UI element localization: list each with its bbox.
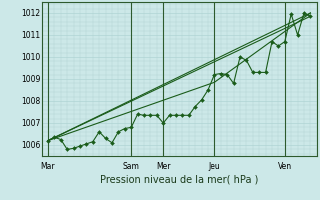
X-axis label: Pression niveau de la mer( hPa ): Pression niveau de la mer( hPa ) xyxy=(100,174,258,184)
